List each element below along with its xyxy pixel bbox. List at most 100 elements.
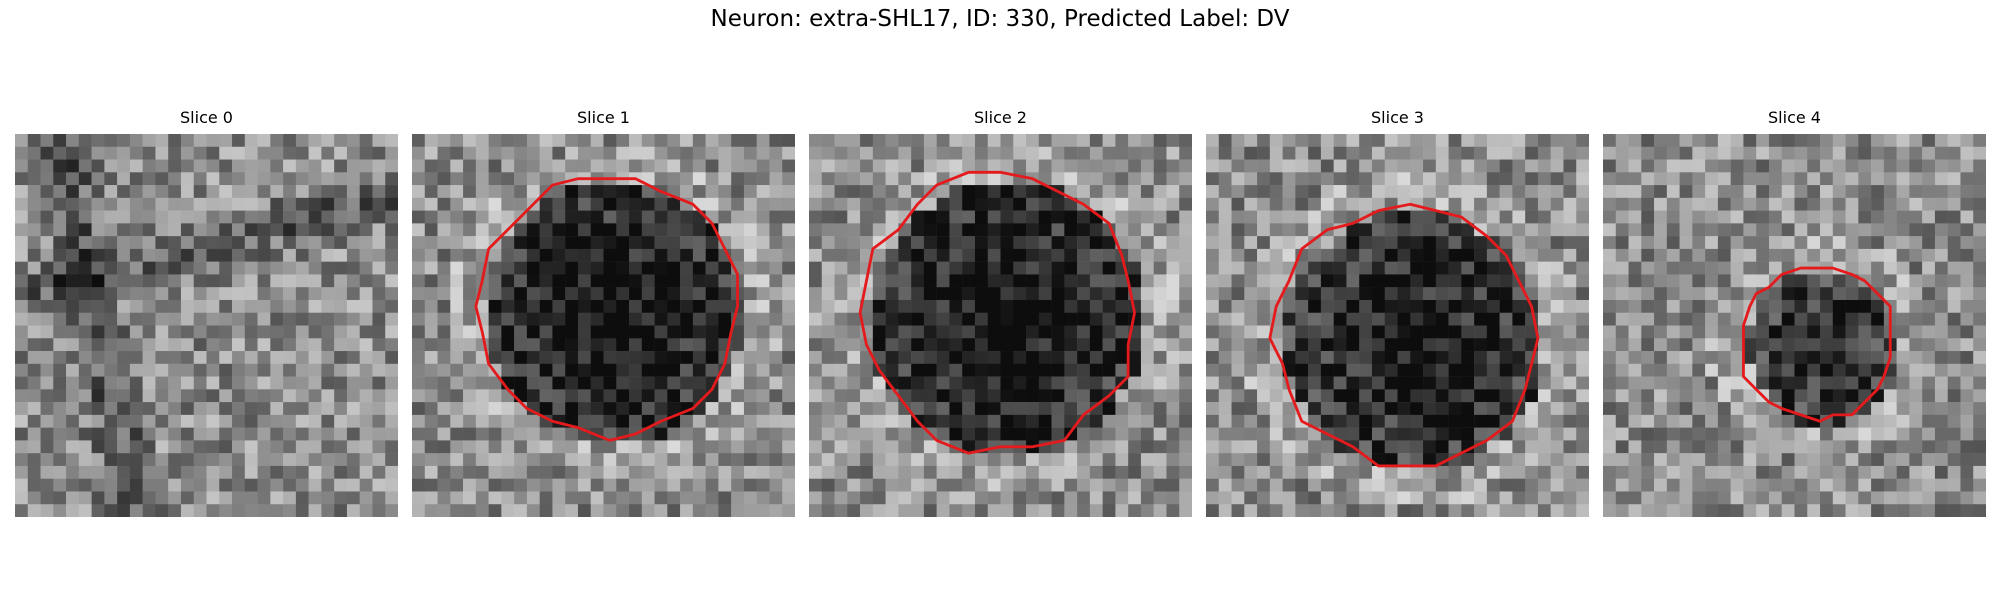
pixel	[514, 274, 528, 288]
pixel	[1102, 504, 1116, 517]
pixel	[1269, 197, 1283, 211]
pixel	[1973, 261, 1986, 275]
pixel	[1576, 363, 1589, 377]
pixel	[308, 299, 322, 313]
pixel	[514, 197, 528, 211]
pixel	[872, 287, 886, 301]
pixel	[1525, 414, 1539, 428]
pixel	[193, 504, 207, 517]
pixel	[1922, 325, 1936, 339]
pixel	[27, 478, 41, 492]
pixel	[565, 402, 579, 416]
pixel	[1615, 325, 1629, 339]
pixel	[1730, 414, 1744, 428]
pixel	[1410, 210, 1424, 224]
pixel	[1064, 363, 1078, 377]
pixel	[1371, 159, 1385, 173]
pixel	[412, 376, 426, 390]
pixel	[168, 427, 182, 441]
pixel	[283, 389, 297, 403]
pixel	[117, 325, 131, 339]
pixel	[885, 197, 899, 211]
pixel	[1794, 504, 1808, 517]
pixel	[206, 427, 220, 441]
pixel	[1064, 274, 1078, 288]
pixel	[1909, 287, 1923, 301]
pixel	[847, 210, 861, 224]
pixel	[142, 504, 156, 517]
pixel	[129, 478, 143, 492]
pixel	[782, 402, 795, 416]
pixel	[1206, 414, 1220, 428]
pixel	[936, 325, 950, 339]
pixel	[705, 312, 719, 326]
pixel	[1883, 236, 1897, 250]
pixel	[577, 146, 591, 160]
pixel	[680, 427, 694, 441]
pixel	[847, 299, 861, 313]
pixel	[552, 146, 566, 160]
pixel	[1909, 236, 1923, 250]
pixel	[193, 159, 207, 173]
pixel	[974, 414, 988, 428]
pixel	[1026, 414, 1040, 428]
pixel	[885, 312, 899, 326]
pixel	[155, 236, 169, 250]
pixel	[372, 351, 386, 365]
pixel	[1845, 312, 1859, 326]
pixel	[1166, 172, 1180, 186]
pixel	[590, 185, 604, 199]
pixel	[1692, 478, 1706, 492]
pixel	[667, 197, 681, 211]
pixel	[898, 159, 912, 173]
pixel	[1128, 478, 1142, 492]
pixel	[1013, 325, 1027, 339]
pixel	[936, 351, 950, 365]
pixel	[1064, 376, 1078, 390]
pixel	[1576, 465, 1589, 479]
pixel	[1038, 312, 1052, 326]
pixel	[206, 261, 220, 275]
pixel	[385, 299, 398, 313]
slice-panel-2: Slice 2	[809, 108, 1192, 518]
pixel	[1206, 172, 1220, 186]
pixel	[1832, 325, 1846, 339]
pixel	[1140, 146, 1154, 160]
pixel	[1603, 185, 1617, 199]
pixel	[1628, 453, 1642, 467]
pixel	[359, 440, 373, 454]
pixel	[40, 159, 54, 173]
pixel	[1794, 223, 1808, 237]
pixel	[1641, 223, 1655, 237]
pixel	[1883, 504, 1897, 517]
pixel	[168, 376, 182, 390]
pixel	[1231, 287, 1245, 301]
pixel	[769, 351, 783, 365]
pixel	[718, 299, 732, 313]
pixel	[1537, 172, 1551, 186]
pixel	[1448, 197, 1462, 211]
pixel	[1922, 299, 1936, 313]
pixel	[1512, 325, 1526, 339]
pixel	[206, 274, 220, 288]
pixel	[1474, 197, 1488, 211]
pixel	[412, 338, 426, 352]
pixel	[1038, 159, 1052, 173]
pixel	[27, 376, 41, 390]
pixel	[1820, 376, 1834, 390]
pixel	[488, 185, 502, 199]
pixel	[129, 491, 143, 505]
pixel	[1934, 146, 1948, 160]
slice-title: Slice 2	[974, 108, 1027, 127]
pixel	[1128, 172, 1142, 186]
pixel	[1102, 363, 1116, 377]
pixel	[911, 453, 925, 467]
pixel	[1257, 465, 1271, 479]
pixel	[501, 312, 515, 326]
pixel	[104, 491, 118, 505]
pixel	[1333, 414, 1347, 428]
pixel	[1858, 146, 1872, 160]
pixel	[1666, 287, 1680, 301]
pixel	[155, 172, 169, 186]
pixel	[1308, 223, 1322, 237]
